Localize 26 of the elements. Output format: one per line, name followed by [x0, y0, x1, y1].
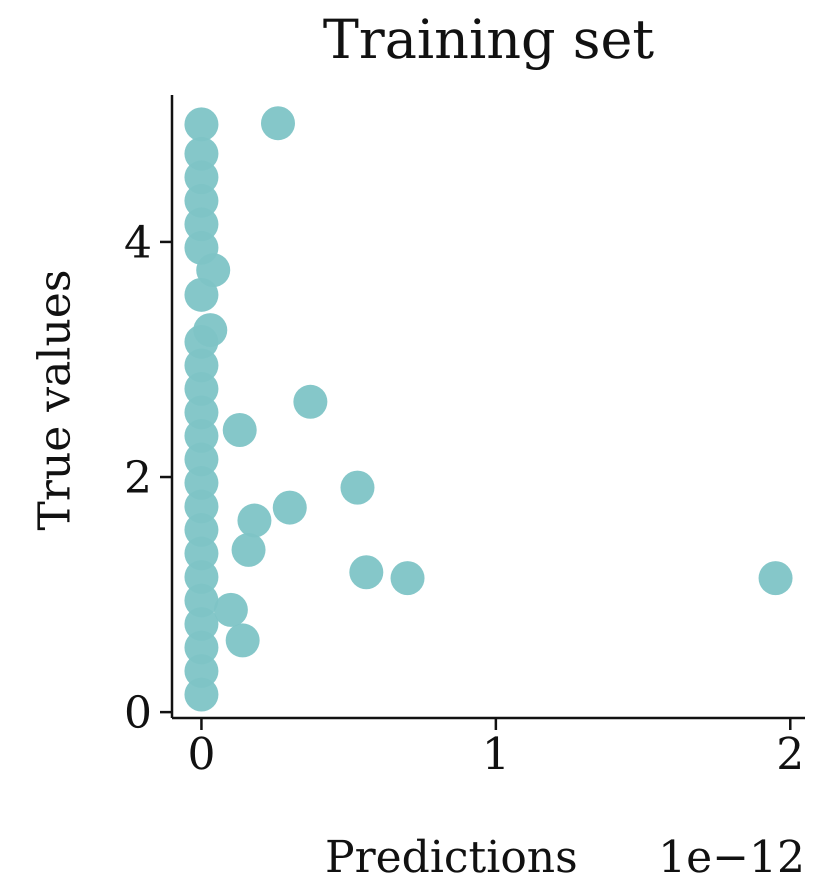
point	[758, 561, 793, 596]
y-tick-label: 2	[124, 452, 152, 504]
x-tick-label: 0	[187, 729, 216, 780]
chart-title: Training set	[322, 8, 656, 71]
point	[260, 106, 295, 140]
y-tick-label: 4	[124, 218, 152, 269]
point	[222, 413, 257, 448]
point	[193, 313, 228, 348]
point	[226, 623, 260, 658]
point	[272, 490, 307, 525]
x-axis-title: Predictions	[325, 832, 578, 883]
point	[237, 504, 272, 538]
x-tick-label: 2	[776, 729, 804, 780]
point	[184, 107, 218, 142]
point	[232, 532, 266, 567]
point	[293, 384, 328, 419]
y-tick-label: 0	[124, 688, 152, 739]
point	[390, 561, 425, 596]
point	[184, 136, 218, 171]
text: 1e−12	[658, 832, 805, 883]
point	[196, 253, 230, 288]
x-tick-label: 1	[482, 729, 510, 780]
point	[340, 470, 374, 505]
y-axis-title: True values	[30, 270, 80, 530]
point	[349, 555, 384, 590]
point	[214, 592, 248, 627]
